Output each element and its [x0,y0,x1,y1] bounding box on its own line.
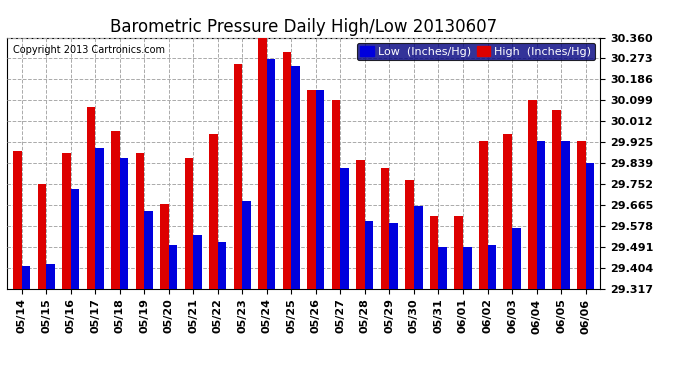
Bar [332,100,340,289]
Bar [136,153,144,289]
Bar [553,110,561,289]
Bar [144,211,152,289]
Bar [463,247,471,289]
Bar [561,141,570,289]
Bar [291,66,300,289]
Bar [62,153,70,289]
Bar [111,132,119,289]
Bar [258,38,267,289]
Bar [455,216,463,289]
Bar [95,148,104,289]
Bar [356,160,365,289]
Bar [316,90,324,289]
Bar [193,235,202,289]
Bar [160,204,169,289]
Bar [586,163,594,289]
Bar [209,134,218,289]
Bar [307,90,316,289]
Bar [86,107,95,289]
Bar [528,100,537,289]
Bar [405,180,414,289]
Bar [283,52,291,289]
Bar [267,59,275,289]
Bar [218,242,226,289]
Bar [577,141,586,289]
Bar [479,141,488,289]
Bar [169,244,177,289]
Bar [234,64,242,289]
Bar [46,264,55,289]
Bar [185,158,193,289]
Legend: Low  (Inches/Hg), High  (Inches/Hg): Low (Inches/Hg), High (Inches/Hg) [357,43,595,60]
Bar [21,266,30,289]
Bar [365,220,373,289]
Bar [504,134,512,289]
Bar [340,168,349,289]
Title: Barometric Pressure Daily High/Low 20130607: Barometric Pressure Daily High/Low 20130… [110,18,497,36]
Bar [389,223,398,289]
Text: Copyright 2013 Cartronics.com: Copyright 2013 Cartronics.com [13,45,165,55]
Bar [37,184,46,289]
Bar [488,244,496,289]
Bar [70,189,79,289]
Bar [430,216,438,289]
Bar [381,168,389,289]
Bar [242,201,251,289]
Bar [414,206,422,289]
Bar [119,158,128,289]
Bar [537,141,545,289]
Bar [13,151,21,289]
Bar [512,228,521,289]
Bar [438,247,447,289]
